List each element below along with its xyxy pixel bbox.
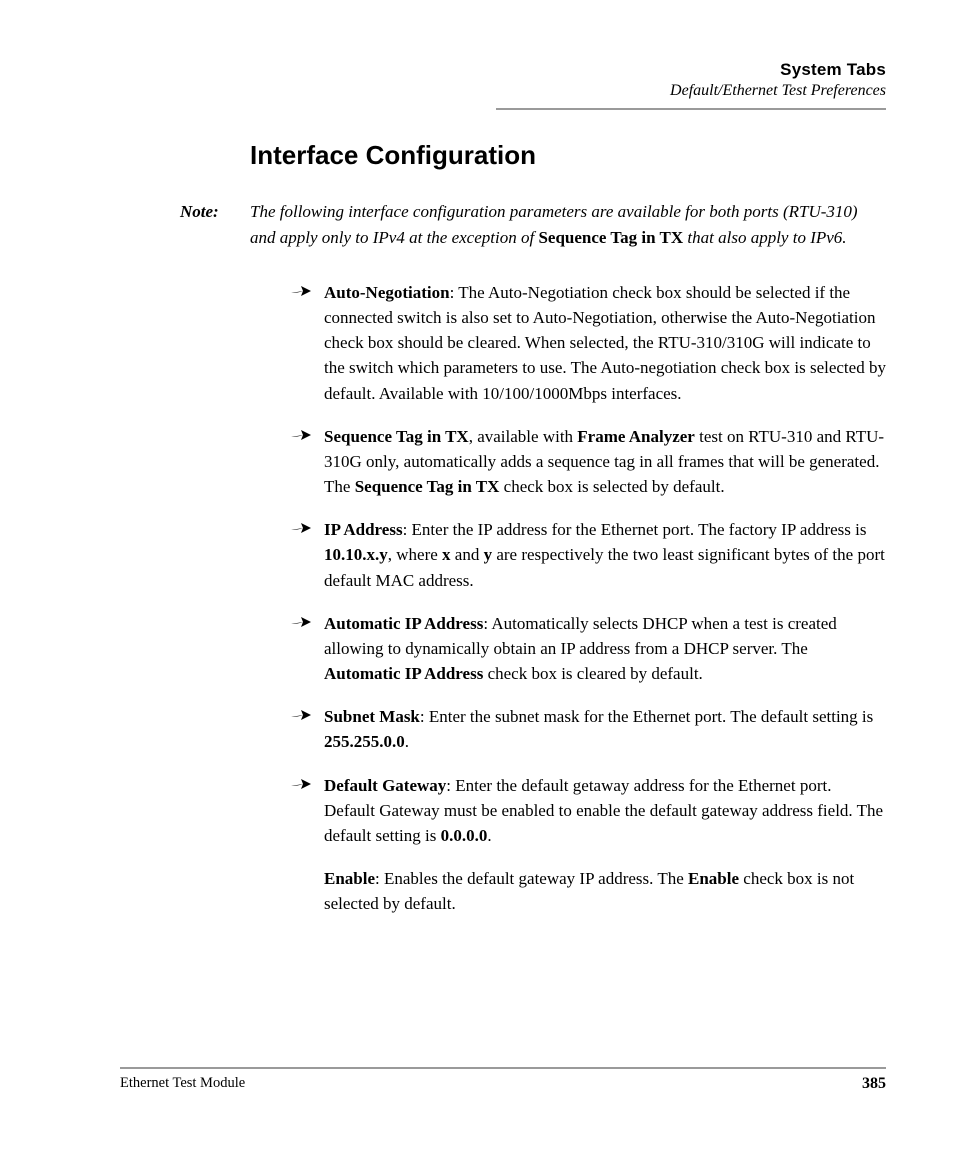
page-footer: Ethernet Test Module 385 [120,1067,886,1093]
body-text: , available with [469,427,578,446]
bold-text: x [442,545,451,564]
header-rule [496,108,886,110]
header-title: System Tabs [120,60,886,80]
bold-text: Automatic IP Address [324,664,483,683]
bullet-arrow-icon [290,704,324,754]
bold-text: Sequence Tag in TX [355,477,500,496]
bullet-text: Sequence Tag in TX, available with Frame… [324,424,886,499]
bold-text: Default Gateway [324,776,446,795]
bullet-text: Auto-Negotiation: The Auto-Negotiation c… [324,280,886,406]
bullet-item: IP Address: Enter the IP address for the… [290,517,886,592]
bullet-text: Default Gateway: Enter the default getaw… [324,773,886,848]
bullet-item: Automatic IP Address: Automatically sele… [290,611,886,686]
bold-text: 10.10.x.y [324,545,388,564]
enable-paragraph: Enable: Enables the default gateway IP a… [324,866,886,916]
body-text: . [487,826,491,845]
header-subtitle: Default/Ethernet Test Preferences [120,82,886,100]
note-text-post: that also apply to IPv6. [683,228,846,247]
bold-text: Sequence Tag in TX [324,427,469,446]
footer-left: Ethernet Test Module [120,1075,245,1093]
bold-text: IP Address [324,520,403,539]
body-text: : Enter the subnet mask for the Ethernet… [420,707,873,726]
bold-text: Frame Analyzer [577,427,695,446]
body-text: : Enter the IP address for the Ethernet … [403,520,867,539]
body-text: . [405,732,409,751]
bullet-text: IP Address: Enter the IP address for the… [324,517,886,592]
bold-text: y [484,545,493,564]
note-text-bold: Sequence Tag in TX [538,228,683,247]
bold-text: 255.255.0.0 [324,732,405,751]
body-text: and [451,545,484,564]
page-header: System Tabs Default/Ethernet Test Prefer… [120,60,886,100]
bullet-item: Subnet Mask: Enter the subnet mask for t… [290,704,886,754]
bold-text: Enable [688,869,739,888]
bullet-item: Sequence Tag in TX, available with Frame… [290,424,886,499]
bold-text: Auto-Negotiation [324,283,450,302]
bullet-item: Default Gateway: Enter the default getaw… [290,773,886,848]
bullet-item: Auto-Negotiation: The Auto-Negotiation c… [290,280,886,406]
body-text: check box is cleared by default. [483,664,703,683]
footer-row: Ethernet Test Module 385 [120,1075,886,1093]
document-page: System Tabs Default/Ethernet Test Prefer… [0,0,954,1159]
bullet-arrow-icon [290,424,324,499]
bullet-text: Automatic IP Address: Automatically sele… [324,611,886,686]
bullet-arrow-icon [290,280,324,406]
body-text: check box is selected by default. [499,477,724,496]
bullet-text: Subnet Mask: Enter the subnet mask for t… [324,704,886,754]
bold-text: Subnet Mask [324,707,420,726]
bold-text: Enable [324,869,375,888]
note-label: Note: [180,199,250,250]
section-title: Interface Configuration [250,140,886,171]
body-text: , where [388,545,442,564]
bold-text: Automatic IP Address [324,614,483,633]
footer-page-number: 385 [862,1075,886,1093]
body-text: : Enables the default gateway IP address… [375,869,688,888]
bullet-list: Auto-Negotiation: The Auto-Negotiation c… [290,280,886,848]
bullet-arrow-icon [290,517,324,592]
footer-rule [120,1067,886,1069]
bullet-arrow-icon [290,773,324,848]
bullet-arrow-icon [290,611,324,686]
note-block: Note: The following interface configurat… [180,199,886,250]
note-body: The following interface configuration pa… [250,199,886,250]
bold-text: 0.0.0.0 [441,826,488,845]
